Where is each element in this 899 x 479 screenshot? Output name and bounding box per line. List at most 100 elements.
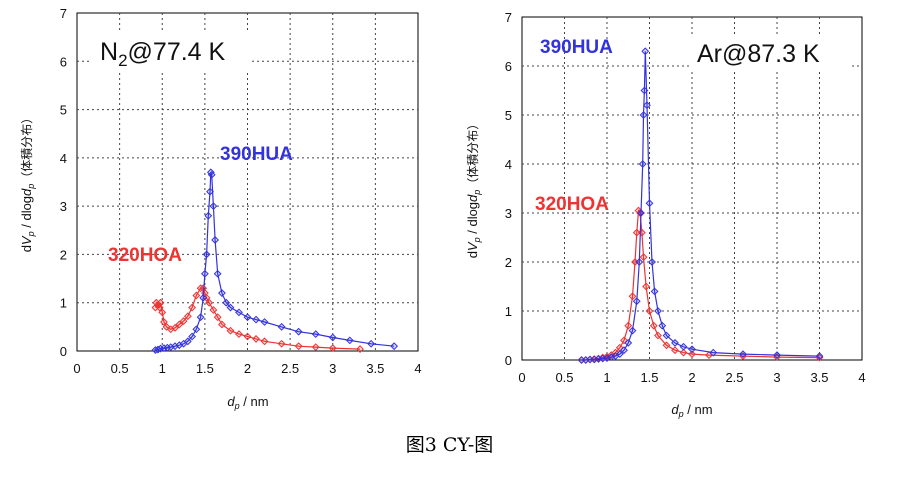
data-point-320hoa [243, 332, 252, 341]
y-tick-label: 1 [505, 304, 512, 319]
data-point-320hoa [213, 313, 222, 322]
y-tick-label: 3 [60, 199, 67, 214]
series-label-320hoa: 320HOA [535, 194, 609, 215]
data-point-390hua [196, 313, 205, 322]
data-point-390hua [739, 350, 747, 359]
data-point-320hoa [328, 344, 337, 353]
data-point-390hua [260, 318, 269, 326]
data-point-390hua [639, 111, 648, 119]
x-tick-label: 3 [773, 370, 780, 385]
y-tick-label: 5 [60, 103, 67, 118]
data-point-320hoa [183, 312, 192, 321]
data-point-390hua [209, 202, 218, 211]
data-point-320hoa [218, 320, 226, 329]
data-point-390hua [709, 348, 718, 357]
data-point-390hua [679, 342, 688, 351]
data-point-390hua [637, 209, 645, 217]
condition-label-box [690, 36, 850, 72]
data-point-390hua [311, 330, 320, 339]
data-point-390hua [640, 86, 649, 95]
data-point-390hua [662, 331, 671, 340]
data-point-320hoa [636, 209, 645, 217]
data-point-320hoa [671, 346, 679, 355]
data-point-390hua [328, 333, 337, 342]
y-tick-labels: 0 1 2 3 4 5 6 7 [60, 6, 67, 359]
data-point-320hoa [679, 348, 688, 357]
data-point-390hua [207, 170, 216, 179]
data-point-390hua [294, 327, 303, 336]
y-tick-label: 2 [505, 255, 512, 270]
data-point-390hua [222, 298, 231, 307]
y-tick-label: 6 [505, 59, 512, 74]
data-point-390hua [213, 269, 222, 278]
x-tick-label: 1 [603, 370, 610, 385]
x-tick-label: 0 [73, 361, 80, 376]
data-point-320hoa [649, 321, 658, 330]
data-point-320hoa [628, 292, 637, 301]
data-point-390hua [226, 303, 235, 312]
data-point-320hoa [624, 321, 633, 330]
y-tick-label: 7 [60, 6, 67, 21]
data-point-390hua [171, 342, 179, 351]
data-point-390hua [645, 199, 654, 208]
condition-label: Ar@87.3 K [697, 40, 820, 68]
data-point-390hua [624, 338, 633, 347]
data-point-320hoa [192, 291, 201, 300]
y-tick-label: 6 [60, 54, 67, 69]
y-tick-labels: 0 1 2 3 4 5 6 7 [505, 10, 512, 368]
data-point-320hoa [260, 337, 269, 346]
data-point-390hua [658, 321, 667, 330]
condition-label: N2@77.4 K [100, 38, 226, 70]
y-tick-label: 1 [60, 296, 67, 311]
x-tick-label: 1.5 [640, 370, 658, 385]
condition-label-box [92, 32, 252, 70]
series-layer [577, 47, 824, 364]
x-tick-label: 3.5 [810, 370, 828, 385]
series-label-390hua: 390HUA [540, 37, 613, 58]
y-tick-label: 4 [60, 151, 67, 166]
series-layer [151, 168, 399, 354]
data-point-390hua [628, 326, 637, 335]
chart-ar: 0 0.5 1 1.5 2 2.5 3 3.5 4 0 1 2 3 4 5 6 7 Ar@87.3 K 390… [465, 10, 866, 419]
data-point-320hoa [175, 320, 184, 329]
data-point-320hoa [235, 330, 243, 339]
data-point-320hoa [642, 282, 651, 291]
data-point-320hoa [158, 308, 167, 317]
y-axis-label: dVp / dlogdp（体積分布） [19, 112, 36, 253]
data-point-390hua [188, 332, 196, 341]
data-point-320hoa [639, 253, 648, 262]
y-tick-label: 3 [505, 206, 512, 221]
data-point-320hoa [154, 301, 162, 310]
data-point-390hua [641, 47, 650, 56]
gridlines [522, 17, 862, 360]
data-point-390hua [654, 307, 662, 315]
x-tick-labels: 0 0.5 1 1.5 2 2.5 3 3.5 4 [73, 361, 421, 376]
data-point-390hua [183, 337, 192, 346]
x-tick-label: 0.5 [111, 361, 129, 376]
data-point-390hua [202, 250, 211, 259]
x-tick-label: 4 [858, 370, 865, 385]
data-point-390hua [815, 352, 824, 360]
data-point-320hoa [156, 298, 165, 307]
data-point-390hua [199, 293, 208, 302]
data-point-390hua [648, 258, 656, 266]
y-tick-label: 4 [505, 157, 512, 172]
data-point-320hoa [654, 331, 662, 340]
y-axis-label: dVp / dlogdp（体積分布） [465, 118, 482, 259]
data-point-390hua [620, 346, 628, 355]
x-axis-label: dp / nm [227, 394, 268, 411]
series-line-390hua [581, 51, 820, 361]
data-point-320hoa [205, 298, 214, 307]
data-point-390hua [671, 338, 679, 347]
data-point-320hoa [294, 342, 303, 351]
data-point-390hua [367, 339, 376, 348]
data-point-320hoa [688, 350, 696, 359]
data-point-390hua [211, 236, 220, 244]
series-line-320hoa [581, 208, 820, 361]
data-point-390hua [235, 308, 243, 317]
x-tick-label: 0 [518, 370, 525, 385]
data-point-320hoa [160, 318, 168, 326]
x-tick-labels: 0 0.5 1 1.5 2 2.5 3 3.5 4 [518, 370, 865, 385]
